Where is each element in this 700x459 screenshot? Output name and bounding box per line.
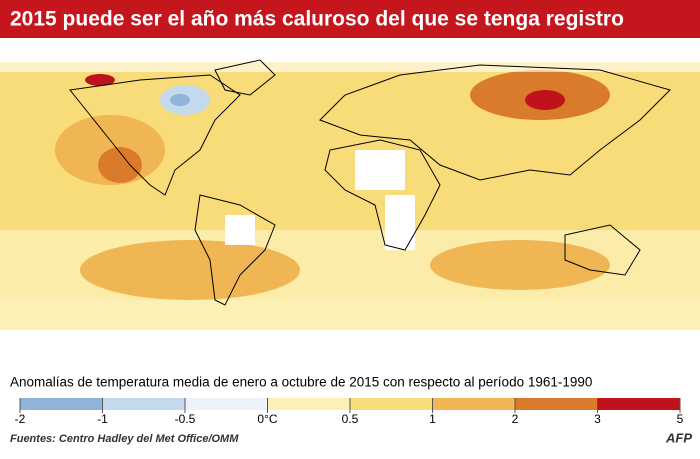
legend-tick-label: -1 [97, 412, 108, 426]
legend-caption: Anomalías de temperatura media de enero … [10, 375, 592, 390]
legend-swatch [102, 398, 185, 410]
legend-swatch [597, 398, 680, 410]
anomaly-patch [85, 74, 115, 86]
legend-tick-label: 1 [429, 412, 436, 426]
legend-swatch [267, 398, 350, 410]
anomaly-patch [80, 240, 300, 300]
legend: -2 -1 -0.5 0°C 0.5 1 2 3 5 [15, 398, 684, 426]
map [0, 59, 700, 370]
no-data [355, 150, 405, 190]
antarctic [0, 330, 700, 370]
logo: AFP [665, 430, 692, 445]
anomaly-patch [170, 94, 190, 106]
legend-swatch [185, 398, 268, 410]
source: Fuentes: Centro Hadley del Met Office/OM… [10, 433, 239, 445]
no-data [385, 195, 415, 250]
legend-tick-label: 3 [594, 412, 601, 426]
legend-swatch [432, 398, 515, 410]
legend-tick-label: -2 [15, 412, 26, 426]
legend-tick-label: 2 [512, 412, 519, 426]
legend-tick-label: 5 [677, 412, 684, 426]
anomaly-patch [98, 147, 142, 183]
legend-swatch [350, 398, 433, 410]
title: 2015 puede ser el año más caluroso del q… [10, 8, 624, 31]
no-data [0, 62, 700, 72]
legend-tick-label: -0.5 [175, 412, 196, 426]
legend-swatch [515, 398, 598, 410]
anomaly-patch [430, 240, 610, 290]
legend-tick-label: 0°C [257, 412, 277, 426]
coastlines [69, 59, 671, 306]
title-bar [0, 0, 700, 38]
legend-tick-label: 0.5 [342, 412, 359, 426]
anomaly-patch [525, 90, 565, 110]
legend-swatch [20, 398, 103, 410]
no-data [225, 215, 255, 245]
